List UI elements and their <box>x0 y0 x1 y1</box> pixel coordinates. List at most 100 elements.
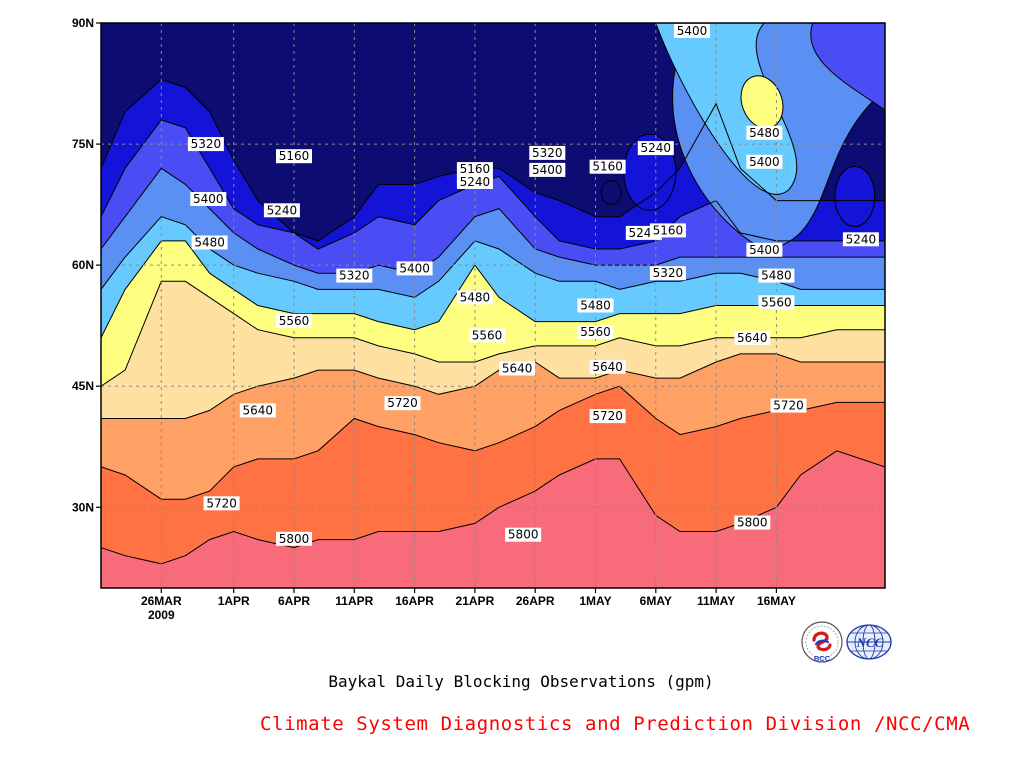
contour-label-text: 5240 <box>460 175 491 189</box>
contour-label-text: 5560 <box>580 325 611 339</box>
contour-label-text: 5160 <box>592 160 623 174</box>
y-tick-label: 30N <box>72 500 94 514</box>
contour-value-label: 5400 <box>746 242 783 257</box>
x-tick-label: 6MAY <box>640 594 672 608</box>
y-tick-label: 75N <box>72 137 94 151</box>
contour-label-text: 5320 <box>653 266 684 280</box>
contour-value-label: 5240 <box>842 232 879 247</box>
contour-label-box <box>577 325 614 340</box>
contour-value-label: 5640 <box>734 330 771 345</box>
contour-label-box <box>734 330 771 345</box>
contour-value-label: 5720 <box>203 496 240 511</box>
contour-label-box <box>276 531 312 546</box>
contour-label-box <box>649 266 686 281</box>
x-tick-label: 21APR <box>456 594 495 608</box>
contour-label-text: 5160 <box>279 149 310 163</box>
contour-label-text: 5640 <box>243 403 274 417</box>
contour-label-box <box>191 235 228 250</box>
contour-label-box <box>190 192 227 206</box>
contour-label-text: 5560 <box>279 314 310 328</box>
contour-value-label: 5640 <box>589 359 626 374</box>
x-tick-label: 16MAY <box>757 594 796 608</box>
contour-label-box <box>187 137 224 152</box>
x-tick-label: 11APR <box>335 594 373 608</box>
contour-value-label: 5400 <box>190 192 227 206</box>
contour-label-box <box>505 527 542 542</box>
contour-value-label: 5640 <box>499 361 536 376</box>
x-tick-label: 1MAY <box>579 594 611 608</box>
contour-cell <box>600 180 622 205</box>
contour-value-label: 5240 <box>263 203 300 218</box>
contour-value-label: 5320 <box>529 145 566 160</box>
contour-label-box <box>577 298 614 313</box>
contour-label-box <box>239 403 276 418</box>
contour-label-text: 5640 <box>592 360 623 374</box>
contour-label-box <box>529 162 566 177</box>
contour-value-label: 5640 <box>239 403 276 418</box>
contour-value-label: 5560 <box>469 328 505 343</box>
contour-line <box>101 167 885 274</box>
contour-label-text: 5160 <box>460 162 491 176</box>
contour-label-box <box>649 223 686 238</box>
contour-value-label: 5720 <box>770 398 807 413</box>
contour-label-box <box>396 261 433 276</box>
contour-label-box <box>674 24 710 38</box>
contour-label-box <box>384 396 421 411</box>
y-tick-label: 90N <box>72 16 94 30</box>
chart-caption: Baykal Daily Blocking Observations (gpm) <box>328 672 714 691</box>
contour-label-box <box>499 361 536 376</box>
contour-cell <box>450 23 574 140</box>
contour-line <box>101 216 885 298</box>
contour-label-text: 5400 <box>749 243 780 257</box>
contour-label-box <box>469 328 505 343</box>
contour-cell <box>834 166 876 227</box>
contour-label-box <box>758 295 795 310</box>
contour-label-text: 5400 <box>532 163 563 177</box>
contour-label-box <box>336 268 373 283</box>
contour-value-label: 5480 <box>456 290 493 305</box>
contour-label-text: 5720 <box>206 496 237 510</box>
contour-value-label: 5480 <box>191 235 228 250</box>
contour-label-text: 5480 <box>749 126 780 140</box>
ncc-logo: NCC <box>844 620 894 668</box>
contour-line <box>101 450 885 565</box>
contour-value-label: 5560 <box>758 295 795 310</box>
contour-value-label: 5480 <box>746 125 783 140</box>
contour-label-text: 5640 <box>502 362 533 376</box>
contour-label-text: 5320 <box>532 146 563 160</box>
contour-label-text: 5720 <box>592 409 623 423</box>
y-tick-label: 45N <box>72 379 94 393</box>
contour-label-text: 5480 <box>580 299 611 313</box>
contour-value-label: 5720 <box>589 409 626 424</box>
contour-value-label: 5720 <box>384 396 421 411</box>
gridlines <box>101 23 885 588</box>
contour-lines <box>101 78 885 565</box>
contour-value-label: 5160 <box>589 159 626 174</box>
y-axis: 30N 45N 60N 75N 90N <box>72 16 101 514</box>
contour-value-label: 5400 <box>529 162 566 177</box>
x-tick-label: 26MAR <box>141 594 182 608</box>
contour-bands <box>101 23 885 588</box>
contour-label-text: 5160 <box>653 223 684 237</box>
x-tick-label: 26APR <box>516 594 555 608</box>
x-tick-label: 11MAY <box>697 594 735 608</box>
contour-label-text: 5560 <box>761 295 792 309</box>
contour-label-text: 5400 <box>193 192 224 206</box>
contour-label-box <box>746 242 783 257</box>
contour-label-text: 5800 <box>737 516 768 530</box>
contour-value-label: 5400 <box>746 154 783 169</box>
contour-label-box <box>770 398 807 413</box>
contour-label-box <box>758 268 795 283</box>
contour-label-text: 5480 <box>194 236 225 250</box>
contour-label-text: 5240 <box>267 203 298 217</box>
contour-value-label: 5480 <box>577 298 614 313</box>
contour-label-box <box>589 409 626 424</box>
contour-value-label: 5320 <box>649 266 686 281</box>
contour-labels: 5160524053205400548053205400548055605560… <box>187 24 879 546</box>
contour-value-label: 5320 <box>336 268 373 283</box>
contour-label-box <box>456 175 493 189</box>
contour-label-text: 5640 <box>737 331 768 345</box>
contour-label-box <box>637 141 674 156</box>
contour-value-label: 5240 <box>637 141 674 156</box>
x-tick-sublabel: 2009 <box>148 608 175 622</box>
